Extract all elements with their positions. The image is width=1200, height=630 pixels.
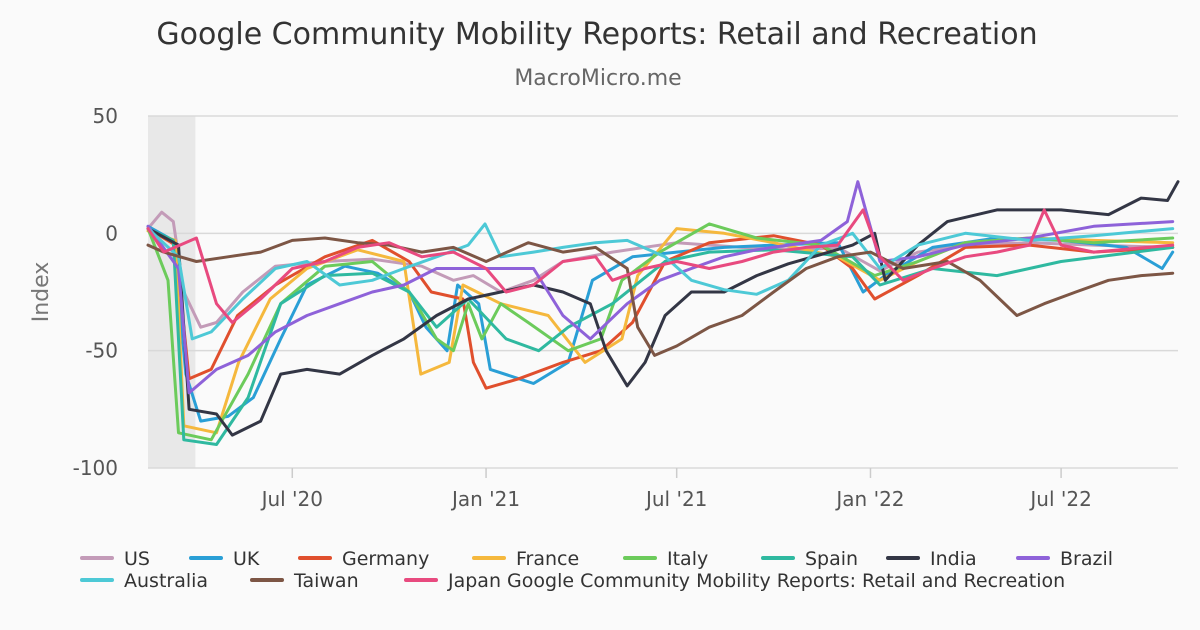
legend-item[interactable]: Spain: [761, 548, 858, 570]
series-line: [146, 227, 1175, 435]
legend-label: Taiwan: [293, 570, 359, 592]
legend-label: France: [516, 548, 579, 570]
series-line: [146, 227, 1175, 446]
series-line: [146, 180, 1180, 437]
y-tick-label: 50: [93, 104, 118, 128]
y-tick-label: -100: [73, 456, 118, 480]
y-axis-ticks: 50 0 -50 -100: [73, 104, 118, 480]
legend-label: Germany: [342, 548, 429, 570]
legend-label: Japan Google Community Mobility Reports:…: [447, 570, 1065, 592]
chart-title: Google Community Mobility Reports: Retai…: [156, 17, 1037, 52]
x-tick-label: Jul '22: [1028, 487, 1091, 511]
chart-subtitle: MacroMicro.me: [514, 66, 681, 91]
legend-item[interactable]: Italy: [623, 548, 708, 570]
legend-label: Brazil: [1060, 548, 1113, 570]
legend-label: Italy: [667, 548, 708, 570]
series-line: [146, 210, 1175, 329]
y-tick-label: 0: [105, 221, 118, 245]
x-axis-ticks: Jul '20 Jan '21 Jul '21 Jan '22 Jul '22: [260, 468, 1092, 511]
y-tick-label: -50: [85, 339, 118, 363]
shaded-region: [148, 116, 196, 468]
legend-item[interactable]: US: [80, 548, 150, 570]
y-axis-label: Index: [29, 262, 54, 323]
series-line: [146, 227, 1175, 390]
legend-label: UK: [233, 548, 260, 570]
legend-item[interactable]: France: [472, 548, 579, 570]
legend-item[interactable]: UK: [189, 548, 260, 570]
shaded-period: [148, 116, 196, 468]
series-line: [146, 236, 1175, 357]
legend-item[interactable]: Brazil: [1016, 548, 1113, 570]
series-line: [146, 208, 1175, 324]
legend-label: Australia: [124, 570, 208, 592]
legend-label: India: [930, 548, 977, 570]
legend-item[interactable]: Japan Google Community Mobility Reports:…: [404, 570, 1065, 592]
legend-item[interactable]: Taiwan: [250, 570, 359, 592]
x-tick-label: Jul '21: [644, 487, 707, 511]
series-line: [146, 222, 1175, 341]
legend-item[interactable]: Australia: [80, 570, 208, 592]
legend-label: US: [124, 548, 150, 570]
x-tick-label: Jul '20: [260, 487, 323, 511]
series-lines: [146, 180, 1180, 446]
legend-label: Spain: [805, 548, 858, 570]
x-tick-label: Jan '22: [834, 487, 904, 511]
series-line: [146, 224, 1175, 423]
x-tick-label: Jan '21: [450, 487, 520, 511]
legend-item[interactable]: Germany: [298, 548, 429, 570]
legend: US UK Germany France Italy Spain India Brazil Au…: [80, 548, 1113, 592]
legend-item[interactable]: India: [886, 548, 977, 570]
series-line: [146, 180, 1175, 395]
